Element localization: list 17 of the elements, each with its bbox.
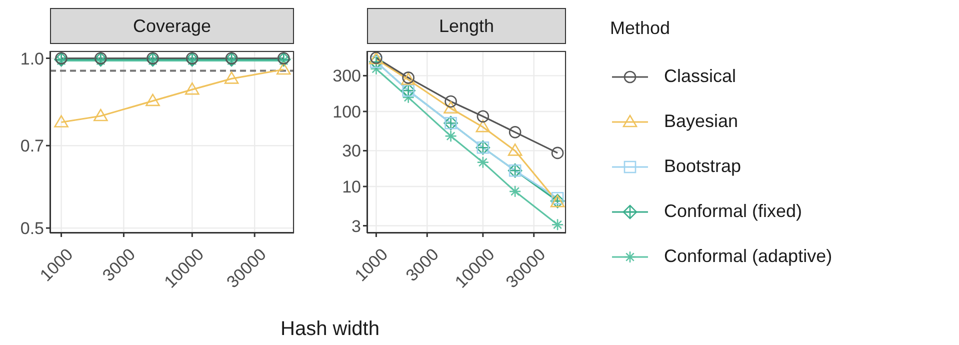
- legend-label: Conformal (fixed): [664, 201, 802, 222]
- legend-label: Conformal (adaptive): [664, 246, 832, 267]
- y-tick-label: 0.7: [20, 136, 44, 156]
- y-tick-label: 1.0: [20, 49, 44, 68]
- legend-label: Bayesian: [664, 111, 738, 132]
- y-tick-label: 100: [332, 102, 361, 122]
- x-axis-title: Hash width: [280, 318, 380, 341]
- y-tick-label: 10: [342, 178, 361, 197]
- chart-title: Length: [438, 16, 494, 36]
- legend-title: Method: [610, 18, 672, 40]
- y-tick-label: 0.5: [20, 219, 44, 238]
- y-tick-label: 3: [352, 216, 361, 236]
- legend-label: Classical: [664, 66, 736, 87]
- y-tick-label: 300: [332, 66, 361, 86]
- y-tick-label: 30: [342, 142, 361, 161]
- legend-label: Bootstrap: [664, 156, 742, 177]
- chart-title: Coverage: [132, 16, 212, 36]
